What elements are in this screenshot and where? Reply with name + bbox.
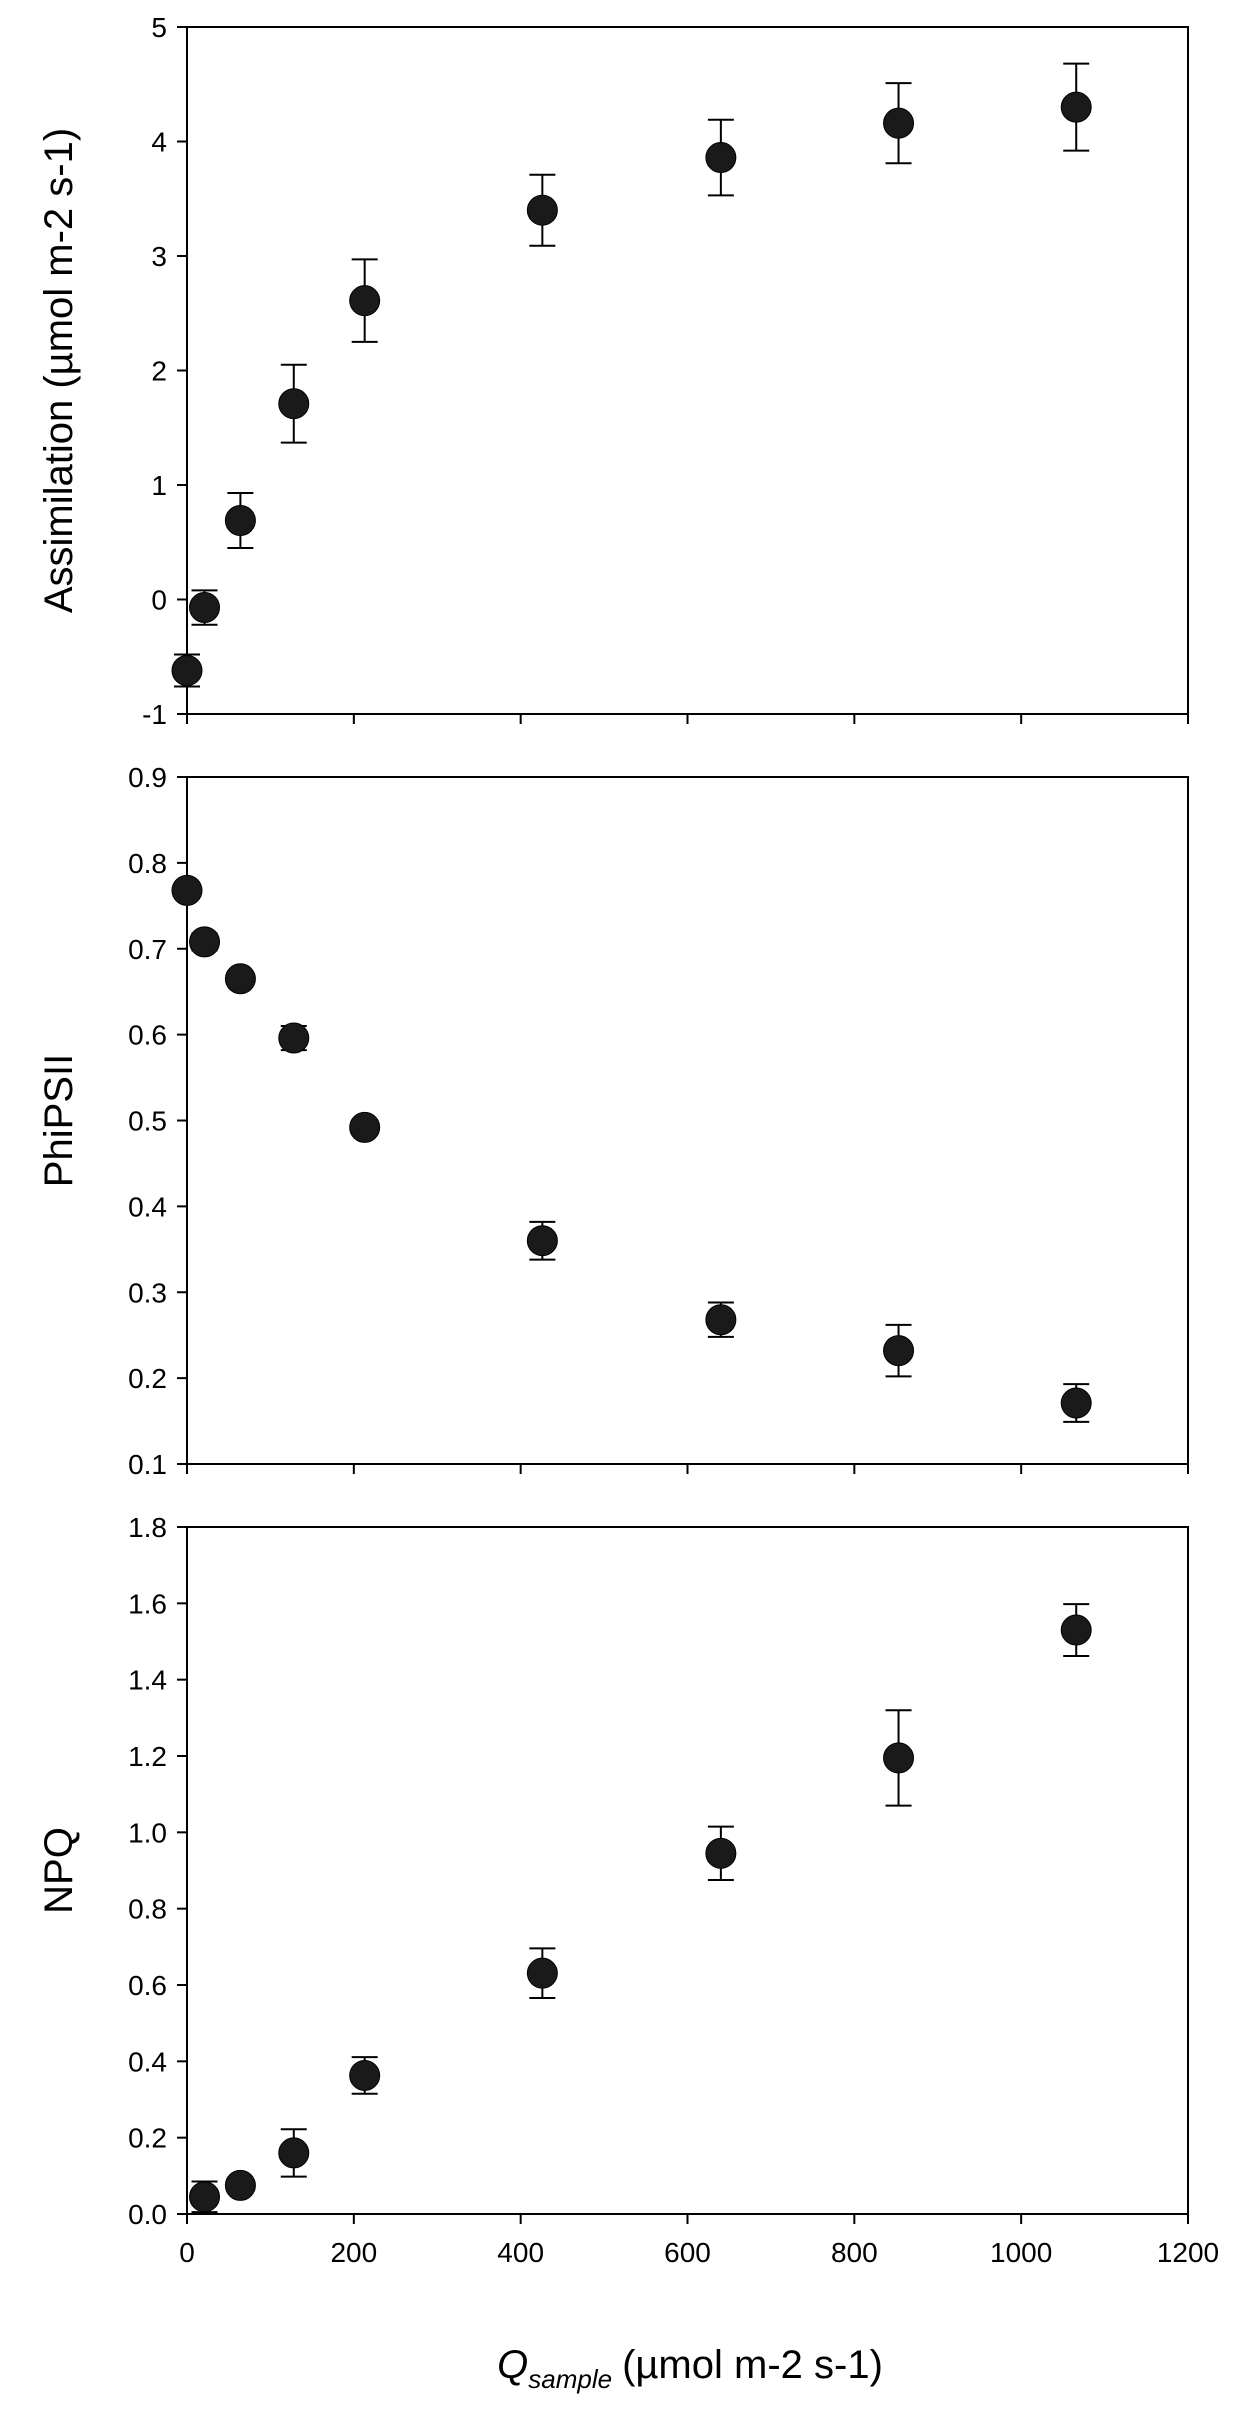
x-tick-label: 200: [330, 2237, 377, 2268]
data-point: [171, 874, 203, 906]
data-point: [224, 2169, 256, 2201]
data-point: [705, 142, 737, 174]
data-point: [883, 1742, 915, 1774]
y-tick-label: 3: [151, 241, 167, 272]
y-tick-label: 0.8: [128, 848, 167, 879]
y-tick-label: 0.2: [128, 2123, 167, 2154]
y-tick-label: 0.1: [128, 1449, 167, 1480]
data-point: [189, 2181, 221, 2213]
data-point: [1060, 91, 1092, 123]
y-tick-label: -1: [142, 699, 167, 730]
plot-frame: [186, 776, 1189, 1465]
data-point: [189, 592, 221, 624]
y-tick-label: 0.8: [128, 1894, 167, 1925]
x-tick-label: 400: [497, 2237, 544, 2268]
data-point: [189, 926, 221, 958]
y-tick-label: 2: [151, 356, 167, 387]
plot-frame: [186, 1526, 1189, 2215]
chart-panel-3: 0.0 0.2 0.4 0.6 0.8 1.0 1.2 1.4 1.6 1.8 0 200 400 600…: [37, 1512, 1219, 2268]
chart-panel-1: -1 0 1 2 3 4 5 Assimilation (µmol m-2 s-1): [37, 12, 1189, 730]
y-axis-title: Assimilation (µmol m-2 s-1): [37, 128, 81, 613]
data-point: [705, 1304, 737, 1336]
data-point: [526, 1957, 558, 1989]
y-tick-label: 0.0: [128, 2199, 167, 2230]
y-axis-title: NPQ: [37, 1827, 81, 1914]
y-tick-label: 1.2: [128, 1741, 167, 1772]
data-point: [278, 2137, 310, 2169]
x-tick-label: 1200: [1157, 2237, 1219, 2268]
data-point: [349, 2059, 381, 2091]
y-tick-label: 0.2: [128, 1363, 167, 1394]
data-point: [224, 504, 256, 536]
x-tick-label: 0: [179, 2237, 195, 2268]
data-point: [526, 194, 558, 226]
data-point: [224, 963, 256, 995]
x-axis-title: Qsample (µmol m-2 s-1): [497, 2343, 883, 2394]
x-axis-title-symbol: Q: [497, 2343, 528, 2387]
chart-panel-2: 0.1 0.2 0.3 0.4 0.5 0.6 0.7 0.8 0.9 PhiPSII: [37, 762, 1189, 1480]
y-tick-label: 1.8: [128, 1512, 167, 1543]
y-tick-label: 0.6: [128, 1970, 167, 2001]
y-tick-label: 0.9: [128, 762, 167, 793]
data-point: [278, 388, 310, 420]
y-tick-label: 0.5: [128, 1106, 167, 1137]
y-tick-label: 1.6: [128, 1588, 167, 1619]
x-axis-title-subscript: sample: [528, 2364, 612, 2394]
x-tick-label: 1000: [990, 2237, 1052, 2268]
y-tick-label: 0: [151, 585, 167, 616]
y-tick-label: 5: [151, 12, 167, 43]
y-tick-label: 1.0: [128, 1817, 167, 1848]
data-point: [883, 1335, 915, 1367]
y-tick-label: 0.4: [128, 2046, 167, 2077]
data-point: [171, 654, 203, 686]
y-tick-label: 1.4: [128, 1665, 167, 1696]
y-tick-label: 1: [151, 470, 167, 501]
y-tick-label: 0.4: [128, 1191, 167, 1222]
data-point: [278, 1022, 310, 1054]
y-tick-label: 0.6: [128, 1020, 167, 1051]
plot-frame: [186, 26, 1189, 715]
data-point: [349, 285, 381, 317]
data-point: [705, 1837, 737, 1869]
data-point: [883, 107, 915, 139]
x-tick-label: 800: [831, 2237, 878, 2268]
x-axis-title-units: (µmol m-2 s-1): [622, 2343, 883, 2387]
y-axis-title: PhiPSII: [37, 1054, 81, 1187]
data-point: [526, 1225, 558, 1257]
y-tick-label: 4: [151, 127, 167, 158]
y-tick-label: 0.7: [128, 934, 167, 965]
data-point: [1060, 1614, 1092, 1646]
x-tick-label: 600: [664, 2237, 711, 2268]
data-point: [1060, 1387, 1092, 1419]
y-tick-label: 0.3: [128, 1277, 167, 1308]
data-point: [349, 1111, 381, 1143]
